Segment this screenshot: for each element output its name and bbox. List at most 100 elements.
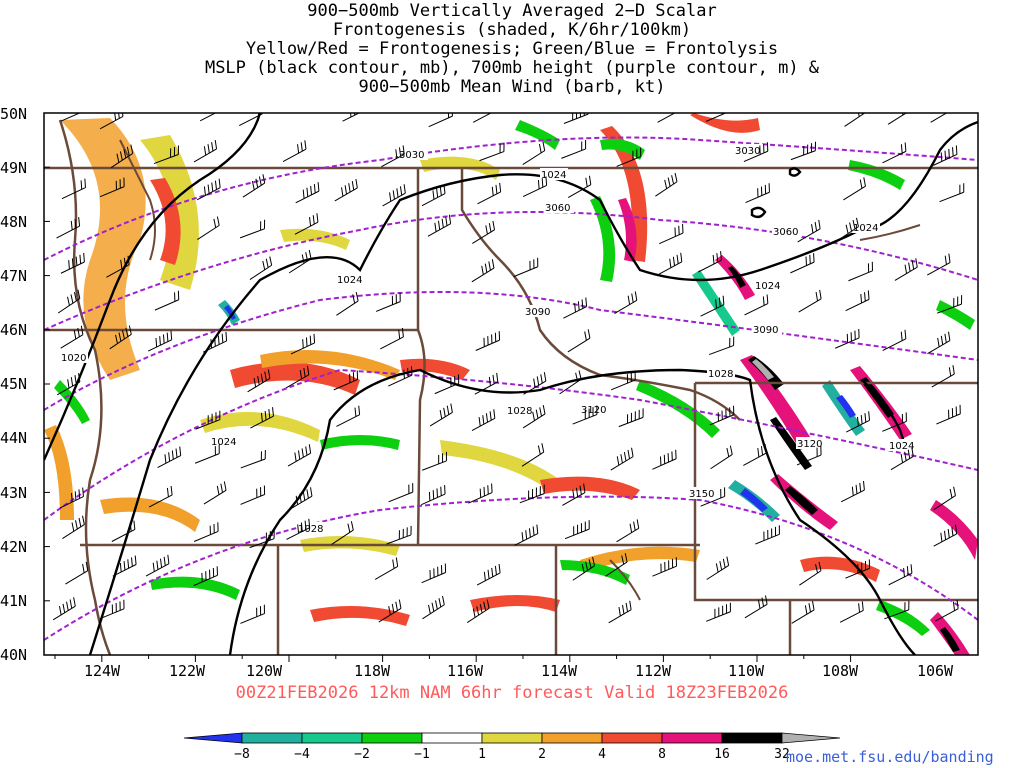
wind-barb bbox=[468, 483, 493, 504]
wind-barb bbox=[790, 253, 815, 274]
height-label: 3090 bbox=[752, 323, 782, 336]
credit-link[interactable]: moe.met.fsu.edu/banding bbox=[786, 748, 994, 766]
wind-barb bbox=[614, 291, 638, 315]
wind-barb bbox=[99, 113, 124, 130]
wind-barb bbox=[936, 295, 963, 314]
height-label: 3120 bbox=[796, 437, 826, 450]
svg-text:1024: 1024 bbox=[853, 223, 878, 234]
wind-barb bbox=[240, 485, 266, 505]
wind-barb bbox=[563, 113, 589, 124]
lat-label: 48N bbox=[0, 213, 27, 231]
wind-barb bbox=[203, 481, 227, 505]
colorbar-swatch bbox=[361, 732, 423, 744]
colorbar-label: 2 bbox=[538, 747, 546, 762]
wind-barb bbox=[475, 331, 501, 351]
wind-barb bbox=[106, 255, 130, 278]
wind-barb bbox=[242, 174, 266, 198]
colorbar-label: 4 bbox=[598, 747, 606, 762]
wind-barb bbox=[295, 182, 320, 204]
lat-label: 41N bbox=[0, 592, 27, 610]
wind-barb bbox=[193, 566, 218, 587]
wind-barb bbox=[99, 177, 125, 198]
axis-ticks bbox=[44, 112, 852, 662]
wind-barb bbox=[294, 213, 319, 235]
title-line: 900−500mb Vertically Averaged 2−D Scalar bbox=[307, 1, 717, 21]
wind-barb bbox=[238, 113, 263, 127]
wind-barb bbox=[798, 289, 822, 313]
wind-barb bbox=[336, 292, 359, 316]
colorbar-swatch bbox=[301, 732, 363, 744]
wind-barb bbox=[844, 113, 866, 127]
mslp-label: 1024 bbox=[754, 279, 782, 292]
wind-barb bbox=[157, 446, 182, 468]
wind-barb bbox=[382, 184, 406, 207]
contour-labels: 1024 1024 1024 1024 1024 1020 1024 1028 … bbox=[60, 144, 916, 535]
colorbar-swatch bbox=[421, 732, 483, 744]
svg-text:3090: 3090 bbox=[753, 325, 778, 336]
wind-barb bbox=[427, 214, 452, 237]
wind-barb bbox=[434, 374, 460, 395]
wind-barb bbox=[422, 595, 445, 620]
wind-barb bbox=[743, 444, 767, 466]
svg-text:1020: 1020 bbox=[61, 353, 86, 364]
wind-barb bbox=[755, 525, 780, 545]
wind-barb bbox=[202, 331, 228, 353]
wind-barb bbox=[706, 556, 730, 580]
svg-text:1024: 1024 bbox=[755, 281, 780, 292]
wind-barb bbox=[744, 294, 769, 316]
wind-barb bbox=[334, 178, 358, 202]
title-line: 900−500mb Mean Wind (barb, kt) bbox=[358, 77, 666, 97]
wind-barb bbox=[933, 145, 958, 166]
wind-barb bbox=[791, 601, 815, 624]
wind-barb bbox=[790, 141, 817, 161]
wind-barb bbox=[700, 295, 725, 317]
colorbar-label: −8 bbox=[234, 747, 250, 762]
wind-barb bbox=[153, 145, 179, 165]
wind-barb bbox=[605, 553, 628, 577]
wind-barb bbox=[927, 331, 951, 355]
wind-barb bbox=[927, 253, 951, 276]
svg-text:1024: 1024 bbox=[541, 170, 566, 181]
wind-barb bbox=[57, 373, 81, 396]
wind-barb bbox=[60, 113, 81, 122]
wind-barb bbox=[60, 252, 85, 274]
wind-barb bbox=[559, 370, 582, 395]
wind-barb bbox=[421, 184, 446, 207]
colorbar-label: 32 bbox=[774, 747, 790, 762]
wind-barb bbox=[888, 564, 913, 586]
lon-label: 106W bbox=[917, 662, 954, 680]
svg-text:3120: 3120 bbox=[797, 439, 822, 450]
wind-barb bbox=[388, 483, 414, 503]
svg-text:3090: 3090 bbox=[525, 307, 550, 318]
wind-barb bbox=[710, 445, 733, 470]
height-label: 3030 bbox=[734, 144, 764, 157]
wind-barb bbox=[745, 183, 770, 204]
wind-barb bbox=[421, 485, 446, 506]
colorbar-label: −2 bbox=[354, 747, 370, 762]
wind-barb bbox=[700, 487, 726, 507]
wind-barb bbox=[112, 555, 137, 577]
wind-barb bbox=[522, 141, 546, 166]
lat-label: 42N bbox=[0, 538, 27, 556]
wind-barb bbox=[709, 405, 735, 426]
wind-barb bbox=[193, 140, 218, 163]
colorbar-label: 1 bbox=[478, 747, 486, 762]
wind-barb bbox=[240, 604, 265, 624]
svg-text:3060: 3060 bbox=[773, 227, 798, 238]
wind-barb bbox=[848, 261, 873, 282]
svg-text:3120: 3120 bbox=[581, 405, 606, 416]
wind-barb bbox=[519, 484, 545, 504]
wind-barb bbox=[474, 372, 499, 395]
svg-text:1028: 1028 bbox=[708, 369, 733, 380]
wind-barb bbox=[147, 330, 173, 352]
wind-barb bbox=[240, 449, 266, 469]
wind-barb bbox=[374, 557, 399, 580]
wind-barb bbox=[521, 443, 545, 467]
lon-label: 124W bbox=[84, 662, 121, 680]
svg-text:3060: 3060 bbox=[545, 203, 570, 214]
lon-label: 116W bbox=[447, 662, 484, 680]
title-line: MSLP (black contour, mb), 700mb height (… bbox=[204, 58, 820, 78]
wind-barb bbox=[199, 113, 217, 122]
wind-barb bbox=[287, 444, 312, 467]
wind-barb bbox=[473, 113, 492, 123]
